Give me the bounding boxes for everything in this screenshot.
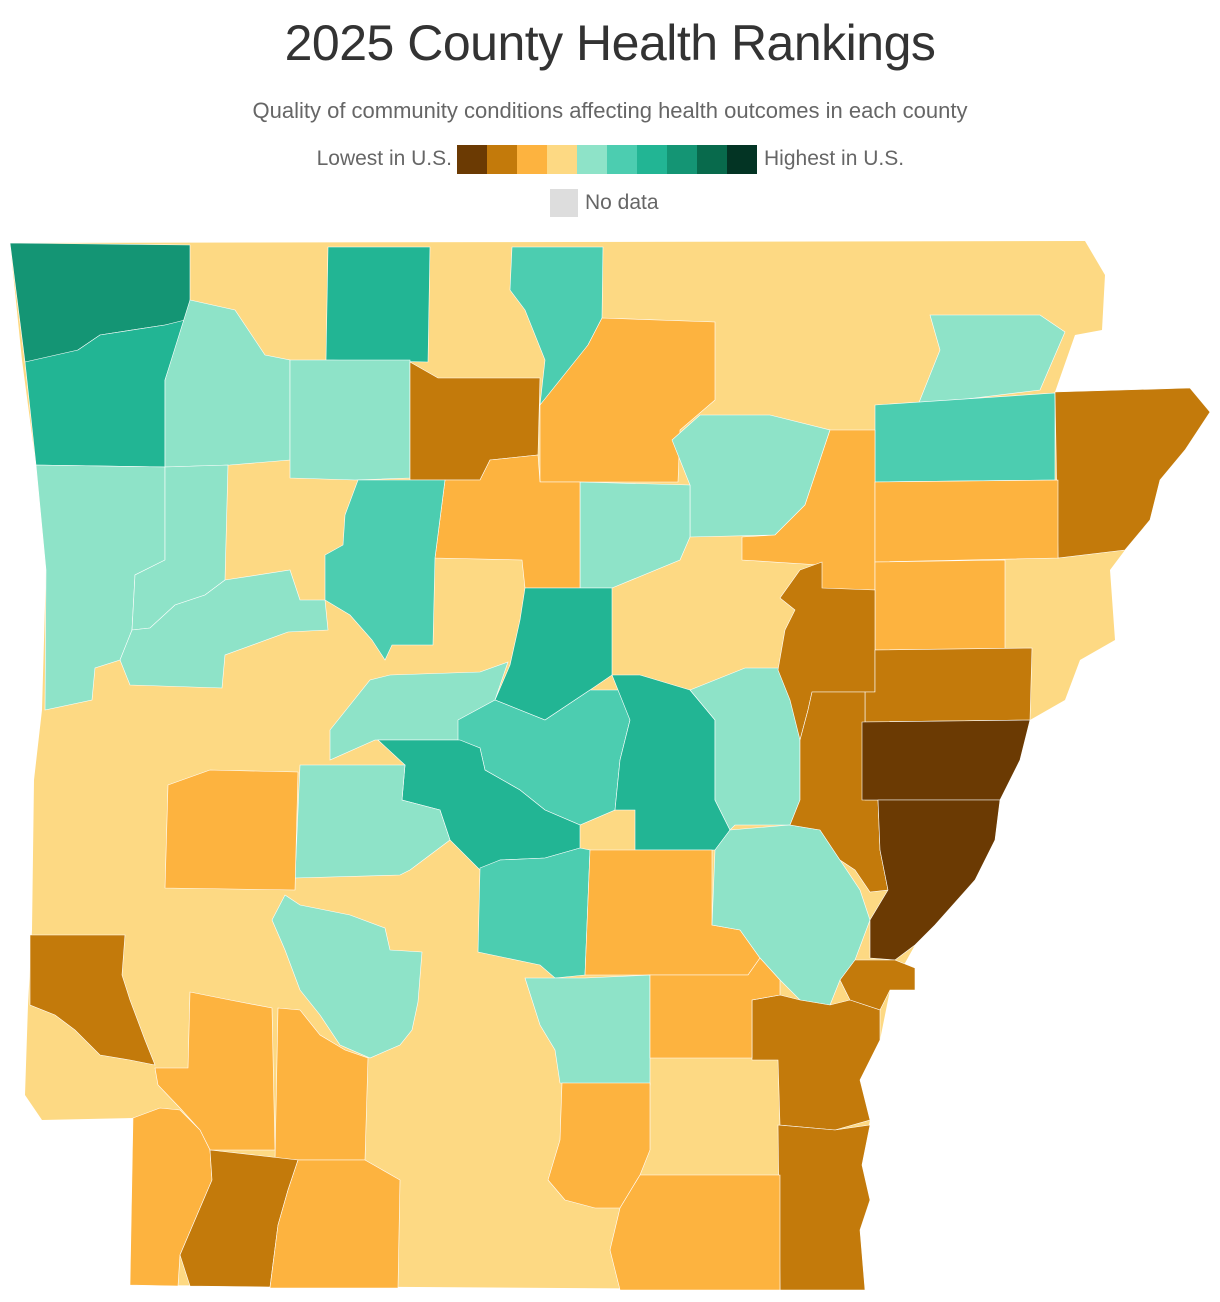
legend-low-label: Lowest in U.S.	[316, 147, 452, 170]
county	[325, 246, 431, 363]
no-data-swatch	[550, 189, 578, 217]
legend-swatches	[457, 145, 757, 174]
legend-swatch-3	[517, 145, 547, 174]
county	[29, 934, 156, 1066]
county	[1054, 387, 1211, 559]
legend-swatch-1	[457, 145, 487, 174]
county	[119, 569, 329, 689]
map-subtitle: Quality of community conditions affectin…	[252, 98, 968, 123]
county	[689, 667, 801, 831]
legend-swatch-8	[667, 145, 697, 174]
county	[751, 994, 881, 1131]
no-data-legend: No data	[550, 188, 659, 218]
legend-swatch-2	[487, 145, 517, 174]
county	[294, 764, 451, 879]
color-legend: Lowest in U.S. Highest in U.S.	[0, 143, 1220, 175]
county	[269, 1159, 401, 1289]
legend-swatch-10	[727, 145, 757, 174]
county	[289, 359, 411, 481]
county	[547, 1082, 651, 1209]
legend-swatch-5	[577, 145, 607, 174]
county	[271, 894, 423, 1059]
county	[609, 1174, 781, 1291]
county	[874, 479, 1059, 563]
county	[861, 719, 1031, 801]
county	[874, 559, 1006, 651]
no-data-label: No data	[585, 191, 659, 214]
county	[649, 957, 781, 1059]
county	[839, 959, 916, 1011]
legend-high-label: Highest in U.S.	[764, 147, 905, 170]
county	[917, 314, 1066, 406]
county	[869, 799, 1001, 961]
legend-swatch-4	[547, 145, 577, 174]
county	[864, 647, 1033, 723]
legend-swatch-6	[607, 145, 637, 174]
county	[164, 769, 299, 891]
county	[777, 1124, 871, 1291]
legend-swatch-7	[637, 145, 667, 174]
county	[434, 454, 581, 589]
map-title: 2025 County Health Rankings	[284, 15, 936, 71]
county	[324, 479, 446, 661]
county	[874, 392, 1056, 483]
legend-swatch-9	[697, 145, 727, 174]
